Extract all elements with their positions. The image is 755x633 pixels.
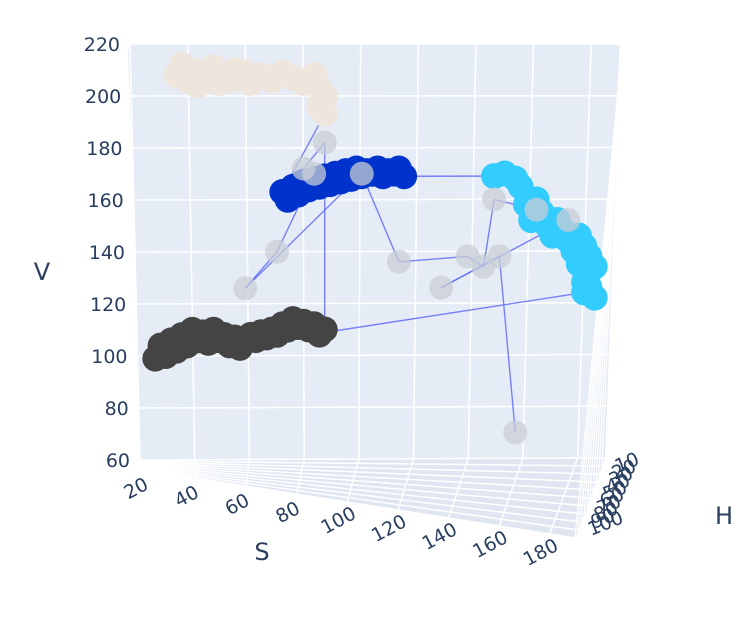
grid-line-h — [140, 460, 603, 467]
x-tick-label: 60 — [222, 489, 254, 520]
data-point — [302, 161, 327, 186]
data-point — [581, 253, 608, 280]
x-tick-label: 20 — [120, 473, 152, 504]
grid-line-v — [137, 353, 609, 357]
z-tick-label: 140 — [89, 242, 125, 264]
grid-line-h — [142, 465, 588, 507]
grid-line-h — [143, 466, 585, 515]
x-tick-label: 160 — [469, 526, 511, 562]
data-point — [265, 239, 290, 264]
z-tick-label: 80 — [105, 398, 129, 420]
grid-line-s — [186, 43, 196, 460]
grid-line-h — [143, 467, 582, 523]
grid-line-v — [138, 405, 607, 409]
grid-line-s — [302, 43, 305, 460]
x-tick-label: 180 — [520, 534, 562, 570]
data-point — [571, 279, 598, 306]
grid-line-v — [134, 250, 613, 253]
data-point — [503, 420, 528, 445]
grid-line-v — [136, 302, 611, 305]
x-axis-title: S — [254, 538, 269, 566]
data-point — [487, 244, 512, 269]
y-axis-title: H — [715, 502, 733, 530]
grid-line-h — [144, 469, 576, 539]
data-point — [386, 249, 411, 274]
data-point — [349, 161, 374, 186]
grid-line-h — [140, 461, 600, 475]
grid-line-h — [144, 468, 579, 531]
grid-line-s — [522, 43, 535, 459]
grid-lines — [129, 43, 623, 539]
z-tick-label: 200 — [85, 86, 121, 108]
data-points — [142, 51, 608, 445]
x-tick-label: 40 — [171, 481, 203, 512]
data-point — [311, 316, 338, 343]
grid-line-s — [412, 43, 419, 459]
grid-line-s — [129, 43, 141, 461]
x-tick-label: 120 — [368, 510, 410, 546]
trace-segment — [498, 256, 516, 433]
grid-line-s — [244, 43, 251, 460]
grid-line-h — [141, 462, 597, 483]
z-tick-label: 180 — [86, 138, 122, 160]
data-point — [482, 187, 507, 212]
data-point — [524, 197, 549, 222]
data-point — [556, 208, 581, 233]
x-tick-label: 80 — [272, 497, 304, 528]
data-point — [429, 275, 454, 300]
z-tick-label: 160 — [87, 190, 123, 212]
grid-line-v — [139, 457, 606, 461]
z-tick-label: 120 — [90, 294, 126, 316]
grid-line-h — [142, 464, 591, 499]
z-tick-label: 60 — [106, 450, 130, 472]
trace-segment — [361, 173, 400, 263]
x-tick-label: 100 — [317, 502, 359, 538]
grid-line-h — [141, 463, 594, 491]
data-point — [233, 276, 258, 301]
data-point — [311, 101, 338, 128]
z-tick-label: 100 — [91, 346, 127, 368]
data-point — [391, 163, 418, 190]
grid-line-s — [358, 43, 362, 460]
z-tick-label: 220 — [84, 34, 120, 56]
x-tick-label: 140 — [419, 518, 461, 554]
grid-line-v — [132, 146, 617, 149]
data-point — [312, 130, 337, 155]
z-axis-title: V — [34, 258, 51, 286]
